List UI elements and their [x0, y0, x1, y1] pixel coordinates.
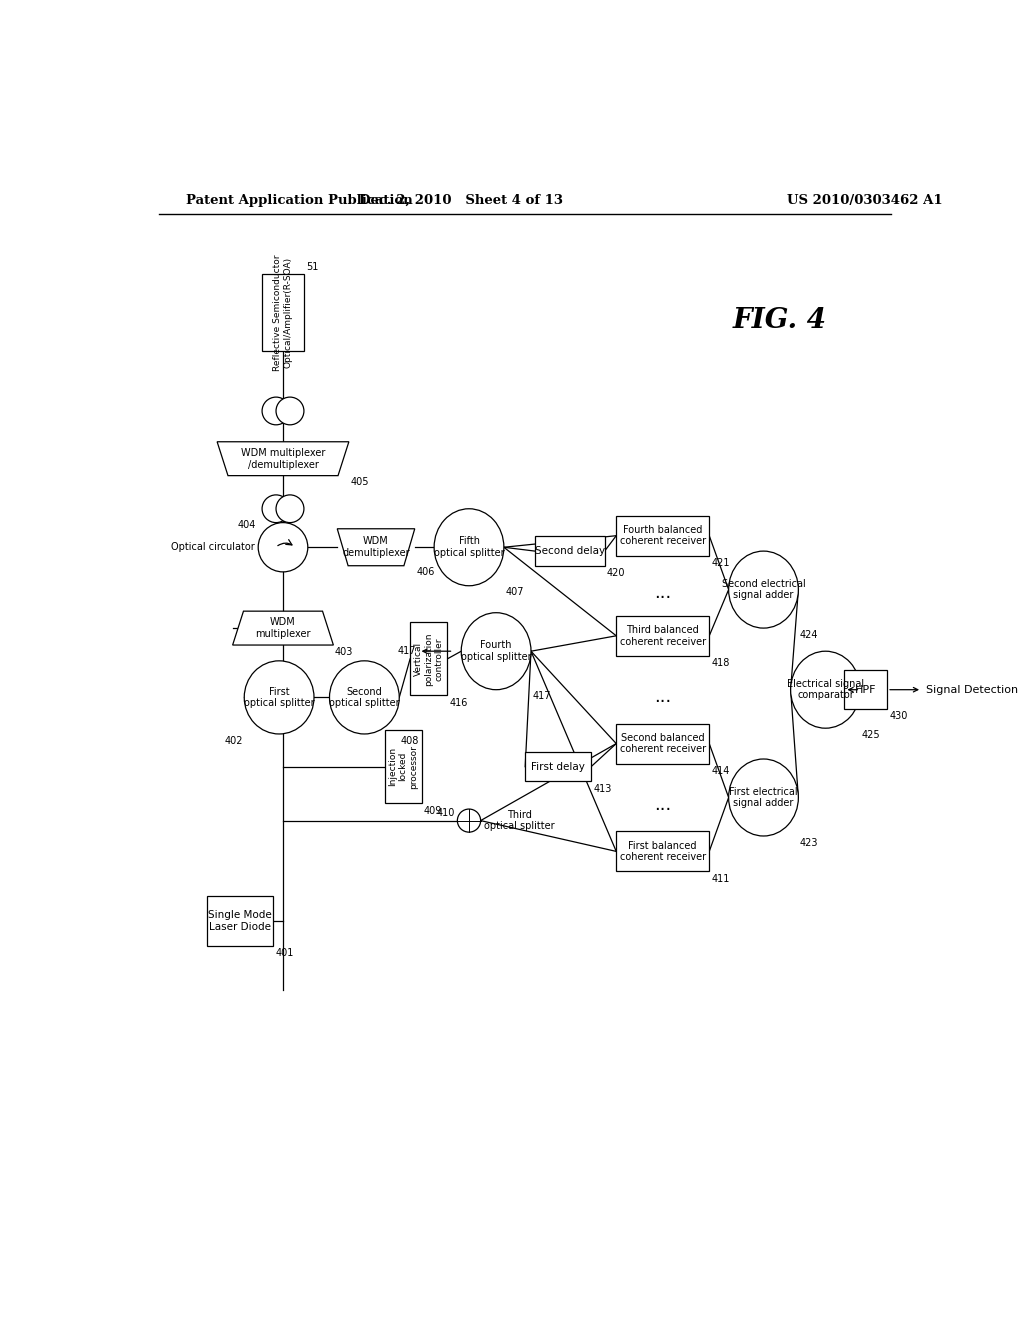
Circle shape [458, 809, 480, 832]
Ellipse shape [729, 759, 799, 836]
Text: Optical circulator: Optical circulator [171, 543, 254, 552]
Text: Second electrical
signal adder: Second electrical signal adder [722, 578, 805, 601]
Text: 406: 406 [417, 568, 434, 577]
Text: First balanced
coherent receiver: First balanced coherent receiver [620, 841, 706, 862]
Text: HPF: HPF [855, 685, 877, 694]
Ellipse shape [461, 612, 531, 689]
FancyBboxPatch shape [525, 752, 591, 781]
Text: 413: 413 [593, 784, 611, 793]
FancyBboxPatch shape [616, 516, 710, 556]
Text: Patent Application Publication: Patent Application Publication [186, 194, 413, 207]
Text: Dec. 2, 2010   Sheet 4 of 13: Dec. 2, 2010 Sheet 4 of 13 [359, 194, 563, 207]
Circle shape [262, 495, 290, 523]
Text: First delay: First delay [531, 762, 585, 772]
Text: 421: 421 [712, 558, 730, 568]
FancyBboxPatch shape [616, 723, 710, 763]
Text: 416: 416 [450, 698, 468, 708]
Text: Second
optical splitter: Second optical splitter [329, 686, 399, 709]
FancyBboxPatch shape [535, 536, 604, 566]
Text: 423: 423 [800, 837, 818, 847]
Circle shape [258, 523, 308, 572]
FancyBboxPatch shape [208, 896, 273, 945]
Text: Single Mode
Laser Diode: Single Mode Laser Diode [209, 909, 272, 932]
Ellipse shape [330, 661, 399, 734]
Text: First
optical splitter: First optical splitter [244, 686, 314, 709]
Text: Third
optical splitter: Third optical splitter [484, 809, 555, 832]
FancyBboxPatch shape [410, 622, 447, 696]
Text: Fifth
optical splitter: Fifth optical splitter [434, 536, 504, 558]
Text: WDM multiplexer
/demultiplexer: WDM multiplexer /demultiplexer [241, 447, 326, 470]
FancyBboxPatch shape [262, 275, 304, 351]
Text: WDM
multiplexer: WDM multiplexer [255, 618, 310, 639]
Ellipse shape [434, 508, 504, 586]
Text: Fourth balanced
coherent receiver: Fourth balanced coherent receiver [620, 525, 706, 546]
Text: 407: 407 [506, 587, 524, 597]
Text: Vertical
polarization
controller: Vertical polarization controller [414, 632, 443, 685]
Circle shape [276, 397, 304, 425]
Text: 401: 401 [275, 948, 294, 958]
Text: ...: ... [654, 689, 672, 706]
Polygon shape [232, 611, 334, 645]
Ellipse shape [245, 661, 314, 734]
Text: US 2010/0303462 A1: US 2010/0303462 A1 [786, 194, 942, 207]
Text: 405: 405 [350, 478, 369, 487]
Text: 404: 404 [238, 520, 256, 531]
Text: Third balanced
coherent receiver: Third balanced coherent receiver [620, 624, 706, 647]
Text: Signal Detection: Signal Detection [926, 685, 1018, 694]
Text: 417: 417 [397, 647, 417, 656]
Text: 402: 402 [224, 735, 243, 746]
Text: 408: 408 [400, 735, 419, 746]
Text: 430: 430 [890, 711, 908, 721]
Circle shape [276, 495, 304, 523]
FancyBboxPatch shape [616, 615, 710, 656]
Ellipse shape [729, 552, 799, 628]
FancyBboxPatch shape [845, 671, 887, 709]
Text: 414: 414 [712, 766, 730, 776]
Text: 424: 424 [800, 630, 818, 640]
Text: 418: 418 [712, 659, 730, 668]
Text: First electrical
signal adder: First electrical signal adder [729, 787, 798, 808]
Polygon shape [337, 529, 415, 566]
Text: 403: 403 [335, 647, 353, 656]
Text: 420: 420 [607, 568, 626, 578]
Text: 51: 51 [306, 261, 319, 272]
Text: Second delay: Second delay [535, 546, 605, 556]
Text: ...: ... [654, 585, 672, 602]
Text: 410: 410 [436, 808, 455, 817]
Polygon shape [217, 442, 349, 475]
Text: WDM
demultiplexer: WDM demultiplexer [342, 536, 410, 558]
Text: 409: 409 [424, 805, 442, 816]
Text: 425: 425 [862, 730, 881, 739]
Text: 411: 411 [712, 874, 730, 883]
Text: Second balanced
coherent receiver: Second balanced coherent receiver [620, 733, 706, 755]
Circle shape [262, 397, 290, 425]
Text: Fourth
optical splitter: Fourth optical splitter [461, 640, 531, 663]
Text: 417: 417 [532, 692, 551, 701]
Text: ...: ... [654, 796, 672, 814]
FancyBboxPatch shape [385, 730, 422, 804]
Text: FIG. 4: FIG. 4 [732, 306, 826, 334]
FancyBboxPatch shape [616, 832, 710, 871]
Text: Electrical signal
comparator: Electrical signal comparator [786, 678, 864, 701]
Text: Reflective Semiconductor
Optical/Amplifier(R-SOA): Reflective Semiconductor Optical/Amplifi… [273, 255, 293, 371]
Text: Injection
locked
processor: Injection locked processor [388, 744, 418, 788]
Ellipse shape [791, 651, 860, 729]
